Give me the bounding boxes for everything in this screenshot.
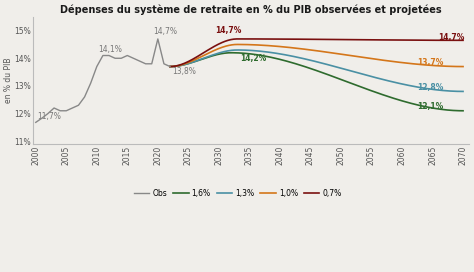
Text: 14,2%: 14,2% <box>240 54 266 63</box>
Text: 11,7%: 11,7% <box>37 112 61 121</box>
Text: 14,1%: 14,1% <box>99 45 122 54</box>
Text: 12,8%: 12,8% <box>417 83 444 92</box>
Y-axis label: en % du PIB: en % du PIB <box>4 58 13 103</box>
Text: 14,7%: 14,7% <box>215 26 241 35</box>
Text: 13,7%: 13,7% <box>417 58 444 67</box>
Text: 13,8%: 13,8% <box>172 67 196 76</box>
Text: 14,7%: 14,7% <box>153 27 177 36</box>
Text: 14,7%: 14,7% <box>438 33 465 42</box>
Title: Dépenses du système de retraite en % du PIB observées et projetées: Dépenses du système de retraite en % du … <box>60 4 442 15</box>
Legend: Obs, 1,6%, 1,3%, 1,0%, 0,7%: Obs, 1,6%, 1,3%, 1,0%, 0,7% <box>131 186 345 201</box>
Text: 12,1%: 12,1% <box>417 102 444 111</box>
